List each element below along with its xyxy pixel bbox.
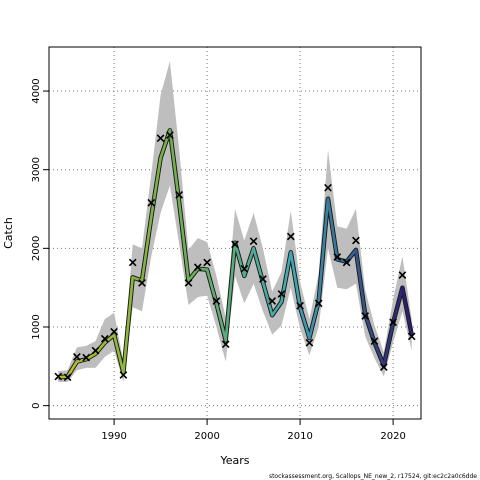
fitted-line-segment [289,250,302,309]
fitted-line-segment [373,341,386,367]
observed-point [119,371,128,379]
observed-point [184,279,193,287]
fitted-line-segment [205,268,218,305]
x-tick-label: 2000 [194,431,219,442]
fitted-line-segment [308,299,321,340]
fitted-line-segment [317,197,330,303]
observed-point [91,346,100,355]
x-tick-label: 2020 [380,431,405,442]
fitted-line-segment [66,360,79,378]
fitted-line-segment [391,286,404,325]
fitted-line-segment [261,280,274,317]
fitted-line-segment [215,302,227,342]
fitted-line-segment [140,215,153,282]
observed-point [63,373,72,382]
y-tick-label: 2000 [31,236,42,261]
observed-point [407,332,416,341]
observed-point [305,338,314,347]
fitted-line-segment [326,197,339,261]
observed-point [370,337,379,346]
y-tick-label: 3000 [31,157,42,182]
observed-point [379,363,388,371]
fitted-line-segment [382,321,395,367]
observed-point [277,290,286,298]
observed-point [259,275,267,283]
observed-point [128,258,137,267]
fitted-line-segment [401,286,414,337]
observed-point [324,183,332,192]
fitted-lines [56,128,414,380]
x-axis: 1990 2000 2010 2020 [101,419,406,442]
fitted-line-segment [112,333,125,374]
fitted-line-segment [224,241,237,342]
observed-point [352,236,360,245]
observed-markers [54,131,416,382]
observed-point [138,279,146,287]
observed-point [175,190,184,199]
fitted-line-segment [298,306,311,340]
observed-point [389,318,397,327]
observed-point [193,263,202,272]
observed-point [221,340,230,349]
observed-point [249,237,258,246]
fitted-line-segment [345,248,358,264]
y-axis-title: Catch [2,217,15,249]
observed-point [231,240,239,249]
fitted-line-segment [280,250,293,304]
y-tick-label: 0 [31,402,42,408]
y-tick-label: 4000 [31,78,42,103]
observed-point [268,297,277,305]
observed-point [147,198,156,207]
observed-point [166,131,174,139]
observed-point [296,301,304,310]
observed-point [286,232,295,241]
footer-note: stockassessment.org, Scallops_NE_new_2, … [269,473,477,480]
fitted-line-segment [159,129,172,160]
y-axis: 0 1000 2000 3000 4000 [31,78,49,409]
fitted-line-segment [122,276,134,374]
observed-point [100,334,109,343]
observed-point [398,271,407,279]
plot-frame [48,46,422,420]
y-tick-label: 1000 [31,314,42,339]
confidence-band [58,61,412,382]
observed-point [156,134,165,143]
fitted-line-segment [177,201,190,282]
observed-point [361,312,370,320]
x-tick-label: 1990 [101,431,126,442]
fitted-line-segment [270,300,283,317]
x-axis-title: Years [219,454,249,467]
observed-point [203,258,211,267]
observed-point [54,372,63,381]
observed-point [110,327,118,336]
observed-point [333,253,342,261]
fitted-line-segment [168,129,181,205]
fitted-line-segment [363,313,376,345]
observed-point [73,353,81,361]
observed-point [240,264,249,273]
observed-point [314,299,323,308]
observed-point [212,297,221,305]
fitted-line-segment [131,276,144,282]
x-tick-label: 2010 [287,431,312,442]
fitted-line-segment [354,248,367,316]
fitted-line-segment [187,267,200,282]
observed-point [342,258,351,267]
fitted-line-segment [150,156,162,219]
observed-point [82,353,91,362]
